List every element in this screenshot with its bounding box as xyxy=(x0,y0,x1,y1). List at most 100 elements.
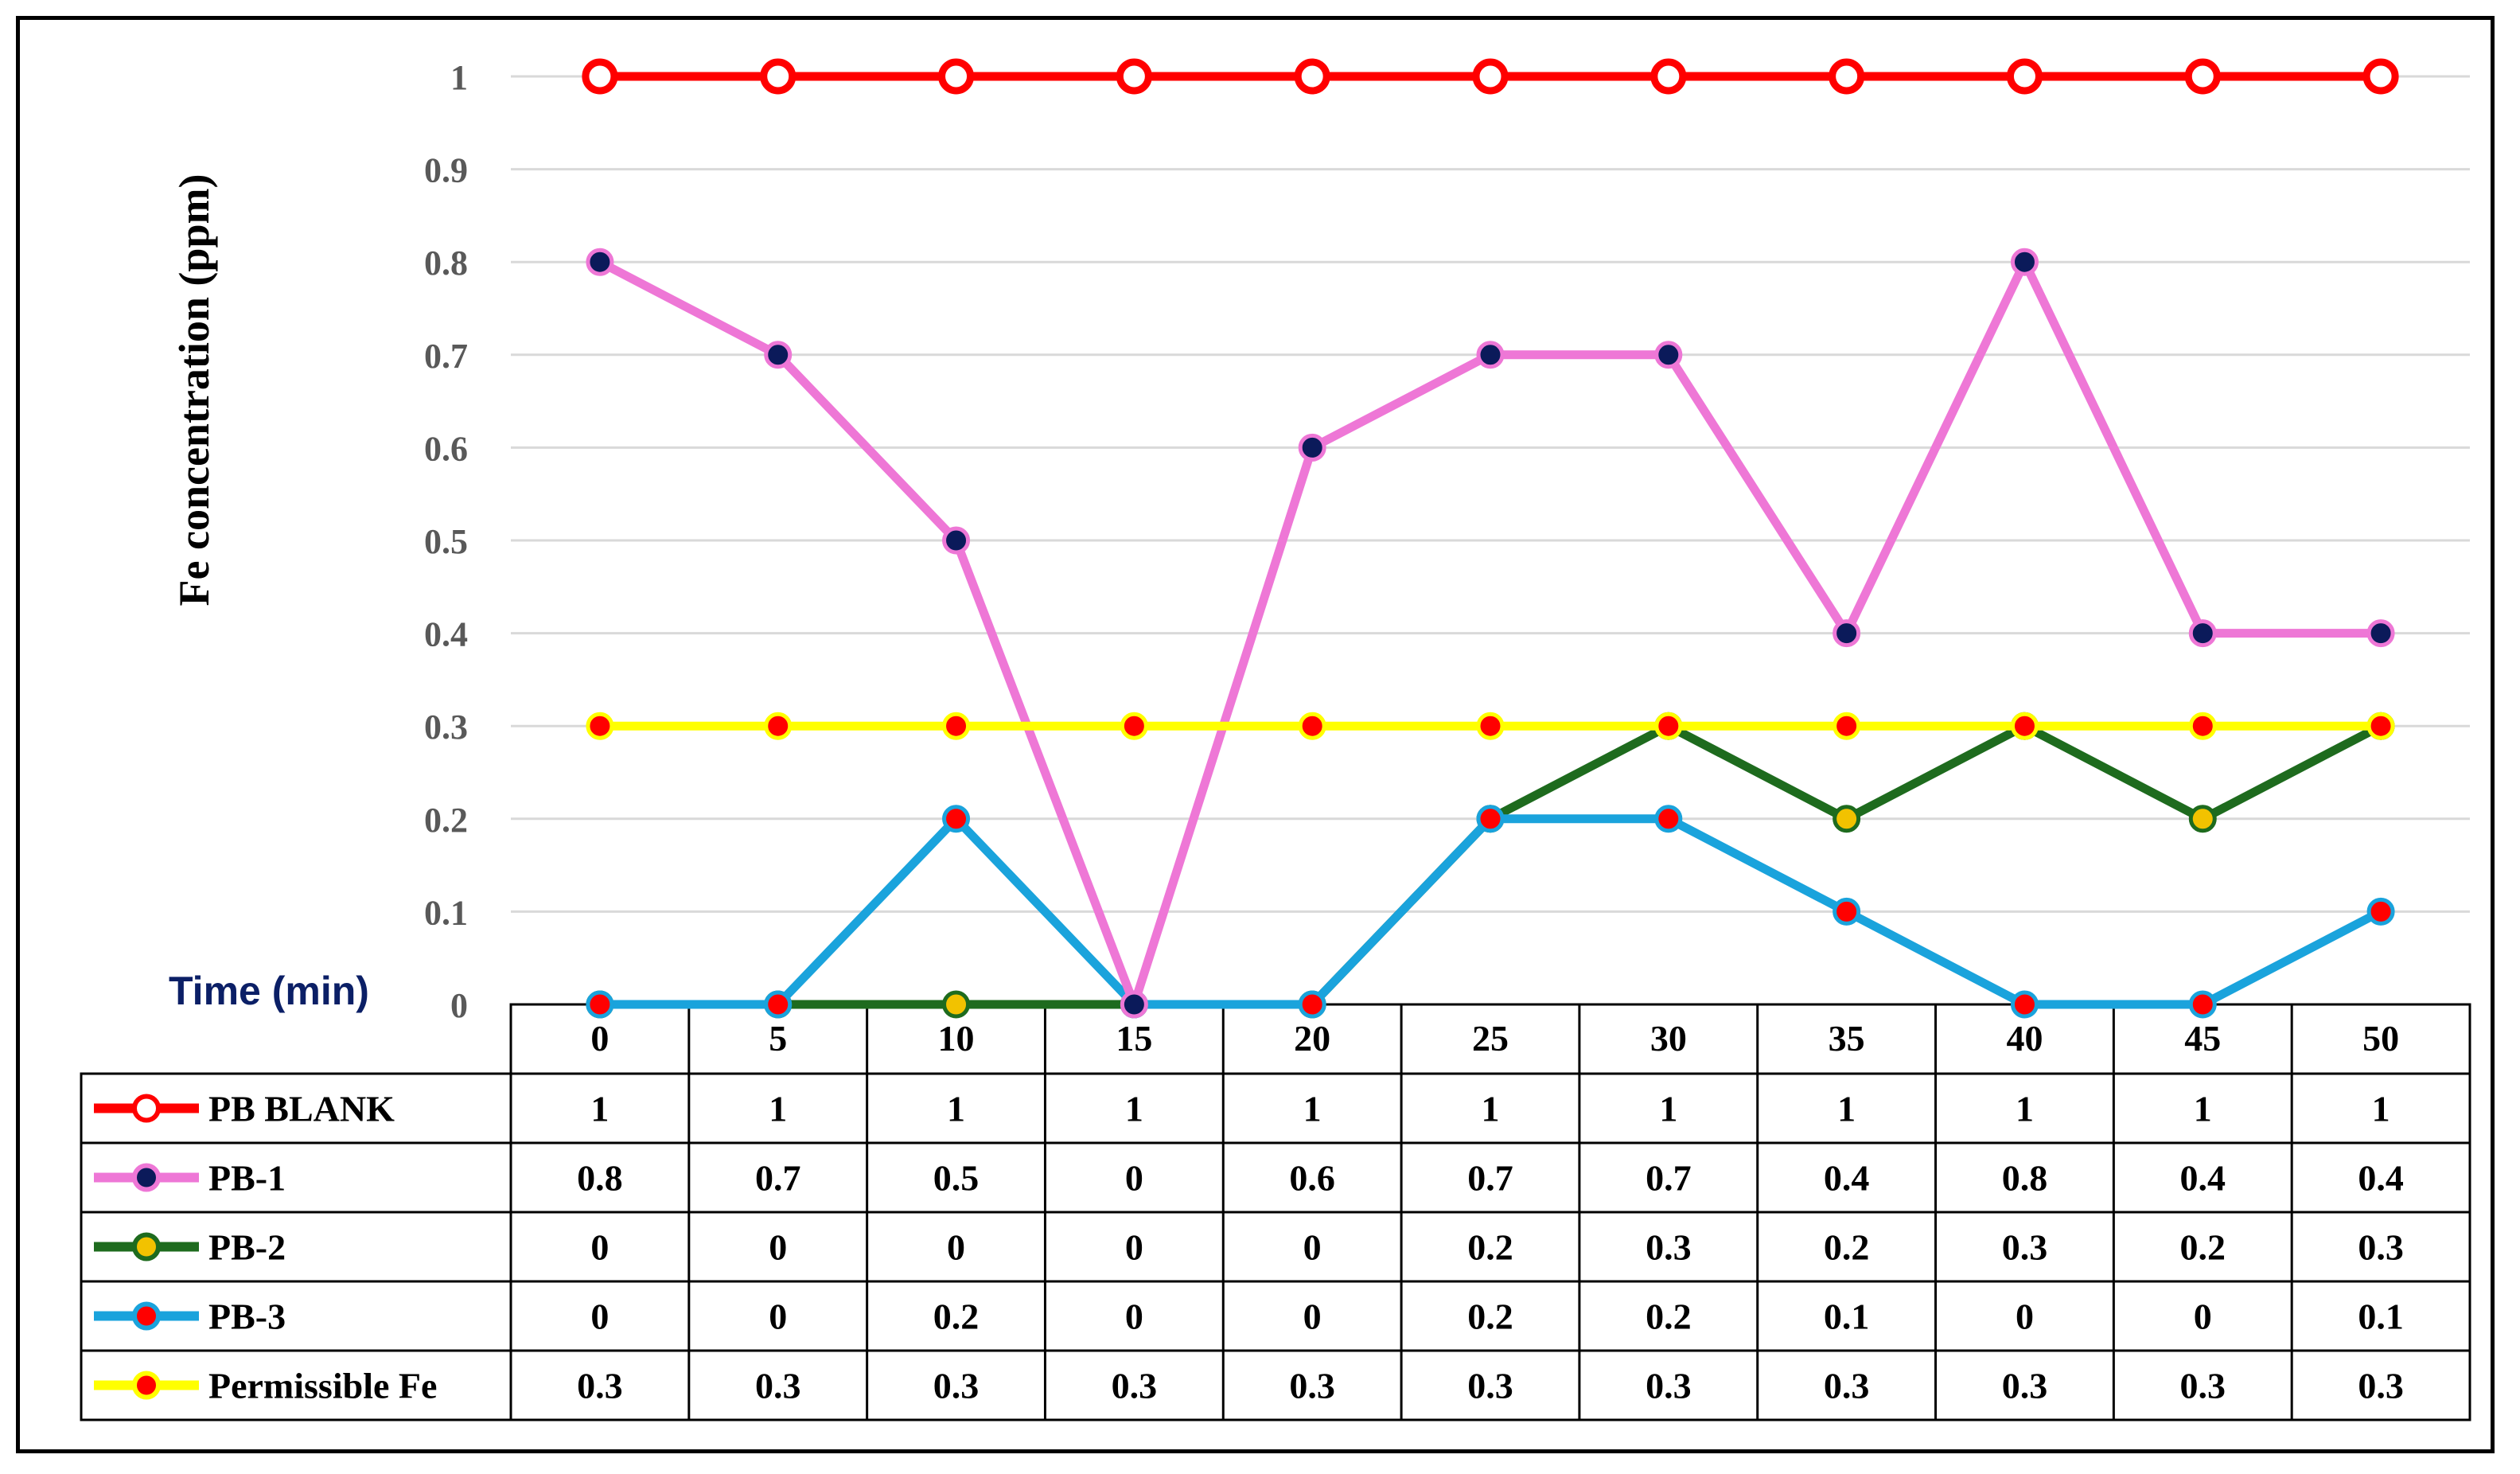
x-tick-label: 0 xyxy=(590,1018,609,1059)
y-tick-label: 0.8 xyxy=(424,244,468,283)
table-cell-value: 1 xyxy=(1125,1089,1143,1129)
data-point xyxy=(1654,805,1683,833)
gridlines xyxy=(511,75,2470,913)
table-cell-value: 1 xyxy=(769,1089,787,1129)
legend-entry: PB BLANK xyxy=(208,1089,395,1129)
data-point xyxy=(2366,619,2395,648)
table-cell-value: 0.2 xyxy=(1467,1297,1513,1337)
chart-frame xyxy=(16,16,2495,1453)
table-cell-value: 0 xyxy=(1303,1227,1322,1268)
data-point xyxy=(1472,58,1509,95)
data-point xyxy=(942,712,971,740)
table-cell-value: 1 xyxy=(1659,1089,1677,1129)
table-cell-value: 0.8 xyxy=(2002,1158,2048,1199)
data-point xyxy=(1833,712,1861,740)
table-cell-value: 0.3 xyxy=(1646,1366,1692,1406)
data-point xyxy=(1833,897,1861,926)
table-cell-value: 0.1 xyxy=(2358,1297,2404,1337)
data-point xyxy=(1298,712,1326,740)
y-tick-label: 0.6 xyxy=(424,429,468,468)
data-point xyxy=(586,712,614,740)
data-point xyxy=(1833,805,1861,833)
table-cell-value: 0.3 xyxy=(933,1366,980,1406)
table-cell-value: 0 xyxy=(1303,1297,1322,1337)
series-permissible-fe xyxy=(586,712,2395,740)
table-row: Permissible Fe 0.3 0.3 0.3 0.3 0.3 0.3 0.3 0.3 0.… xyxy=(94,1366,2404,1406)
data-point xyxy=(764,341,793,369)
table-cell-value: 1 xyxy=(947,1089,965,1129)
legend-key-marker xyxy=(132,1094,161,1123)
data-point xyxy=(1654,712,1683,740)
legend-key-marker xyxy=(132,1163,161,1192)
table-cell-value: 0 xyxy=(769,1227,787,1268)
y-tick-label: 0.4 xyxy=(424,615,468,654)
y-tick-label: 0.5 xyxy=(424,522,468,561)
table-cell-value: 0 xyxy=(2016,1297,2034,1337)
table-cell-value: 1 xyxy=(1482,1089,1500,1129)
x-tick-label: 10 xyxy=(938,1018,975,1059)
x-tick-label: 30 xyxy=(1650,1018,1687,1059)
table-cell-value: 0.3 xyxy=(1467,1366,1513,1406)
table-cell-value: 0.4 xyxy=(1824,1158,1870,1199)
legend-entry: Permissible Fe xyxy=(208,1366,437,1406)
series-lines xyxy=(582,58,2399,1019)
table-cell-value: 0.1 xyxy=(1824,1297,1870,1337)
table-cell-value: 0 xyxy=(947,1227,965,1268)
table-cell-value: 0.8 xyxy=(577,1158,623,1199)
table-cell-value: 0.7 xyxy=(1467,1158,1513,1199)
data-point xyxy=(1833,619,1861,648)
table-cell-value: 0.3 xyxy=(2002,1227,2048,1268)
data-point xyxy=(2188,805,2217,833)
table-cell-value: 1 xyxy=(2372,1089,2390,1129)
table-row: PB-2 0 0 0 0 0 0.2 0.3 0.2 0.3 0.2 0.3 xyxy=(94,1227,2404,1268)
table-cell-value: 0.2 xyxy=(1824,1227,1870,1268)
table-cell-value: 0 xyxy=(590,1297,609,1337)
x-tick-label: 20 xyxy=(1294,1018,1330,1059)
legend-entry: PB-3 xyxy=(208,1297,286,1337)
data-point xyxy=(1298,433,1326,462)
table-cell-value: 0.3 xyxy=(755,1366,801,1406)
data-point xyxy=(586,990,614,1019)
table-cell-value: 0.7 xyxy=(1646,1158,1692,1199)
table-cell-value: 0.3 xyxy=(2002,1366,2048,1406)
table-cell-value: 0.2 xyxy=(1467,1227,1513,1268)
data-point xyxy=(582,58,618,95)
x-tick-label: 50 xyxy=(2362,1018,2399,1059)
data-point xyxy=(2188,619,2217,648)
data-point xyxy=(2366,897,2395,926)
y-axis-ticks: 0 0.1 0.2 0.3 0.4 0.5 0.6 0.7 0.8 0.9 1 xyxy=(424,58,468,1025)
table-cell-value: 0.2 xyxy=(2180,1227,2226,1268)
table-cell-value: 0 xyxy=(1125,1227,1143,1268)
data-point xyxy=(586,248,614,276)
table-cell-value: 0.3 xyxy=(1289,1366,1335,1406)
table-cell-value: 0.3 xyxy=(1646,1227,1692,1268)
y-tick-label: 0 xyxy=(450,986,468,1025)
data-point xyxy=(2010,990,2039,1019)
x-tick-label: 5 xyxy=(769,1018,787,1059)
table-cell-value: 0.6 xyxy=(1289,1158,1335,1199)
y-axis-label: Fe concentration (ppm) xyxy=(170,174,218,606)
data-point xyxy=(1476,805,1505,833)
data-point xyxy=(942,805,971,833)
data-point xyxy=(1476,712,1505,740)
series-pb-1 xyxy=(586,248,2395,1019)
table-cell-value: 0.5 xyxy=(933,1158,980,1199)
table-cell-value: 0.3 xyxy=(2358,1366,2404,1406)
legend-entry: PB-1 xyxy=(208,1158,286,1199)
x-tick-label: 40 xyxy=(2006,1018,2043,1059)
data-point xyxy=(2188,712,2217,740)
table-row: PB-1 0.8 0.7 0.5 0 0.6 0.7 0.7 0.4 0.8 0.4 0.4 xyxy=(94,1158,2404,1199)
table-cell-value: 0 xyxy=(2194,1297,2212,1337)
series-line xyxy=(599,721,2383,1009)
data-point xyxy=(764,712,793,740)
table-cell-value: 0.3 xyxy=(2180,1366,2226,1406)
table-cell-value: 0.4 xyxy=(2180,1158,2226,1199)
table-row: PB BLANK 1 1 1 1 1 1 1 1 1 1 1 xyxy=(94,1089,2390,1129)
x-axis-label: Time (min) xyxy=(169,969,369,1013)
table-cell-value: 1 xyxy=(1303,1089,1322,1129)
x-tick-label: 15 xyxy=(1116,1018,1152,1059)
legend-entry: PB-2 xyxy=(208,1227,286,1268)
table-cell-value: 0 xyxy=(590,1227,609,1268)
